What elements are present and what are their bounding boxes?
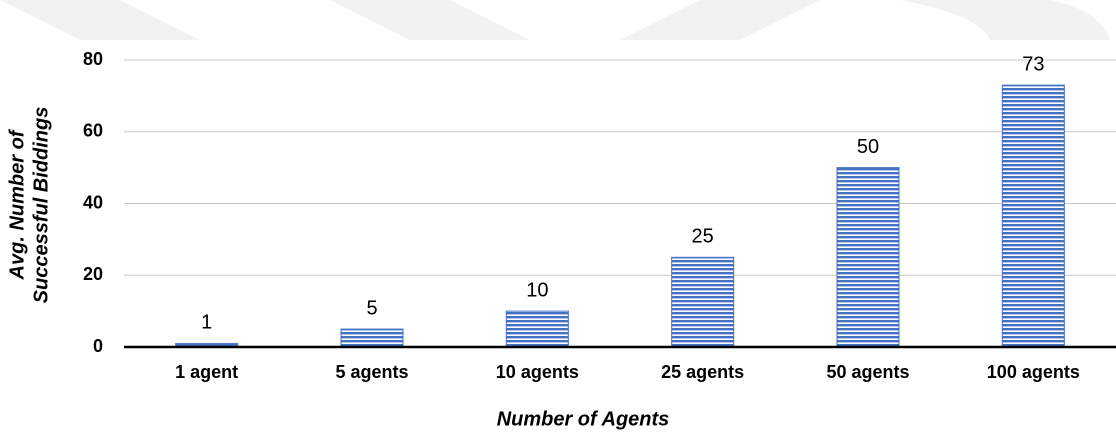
x-tick-label: 10 agents [496, 362, 579, 382]
bar [836, 167, 900, 348]
y-axis-title-line: Successful Biddings [30, 107, 52, 304]
bar [1001, 84, 1065, 348]
y-axis-title: Avg. Number of Successful Biddings [6, 107, 52, 304]
y-tick-label: 80 [83, 49, 103, 69]
data-label: 5 [366, 297, 377, 319]
y-tick-label: 40 [83, 192, 103, 212]
y-tick-label: 0 [93, 336, 103, 356]
watermark [0, 0, 1110, 40]
x-tick-label: 5 agents [335, 362, 408, 382]
x-tick-label: 1 agent [175, 362, 238, 382]
data-label: 25 [692, 226, 714, 248]
x-tick-label: 100 agents [987, 362, 1080, 382]
y-tick-label: 20 [83, 264, 103, 284]
x-tick-label: 50 agents [826, 362, 909, 382]
bar [671, 256, 735, 348]
data-label: 73 [1022, 53, 1044, 75]
x-axis-title: Number of Agents [497, 408, 670, 430]
y-tick-label: 60 [83, 121, 103, 141]
data-label: 50 [857, 136, 879, 158]
bar [505, 310, 569, 348]
x-tick-label: 25 agents [661, 362, 744, 382]
y-axis-title-line: Avg. Number of [6, 128, 28, 280]
data-label: 10 [526, 279, 548, 301]
bar [340, 328, 404, 348]
data-label: 1 [201, 312, 212, 334]
